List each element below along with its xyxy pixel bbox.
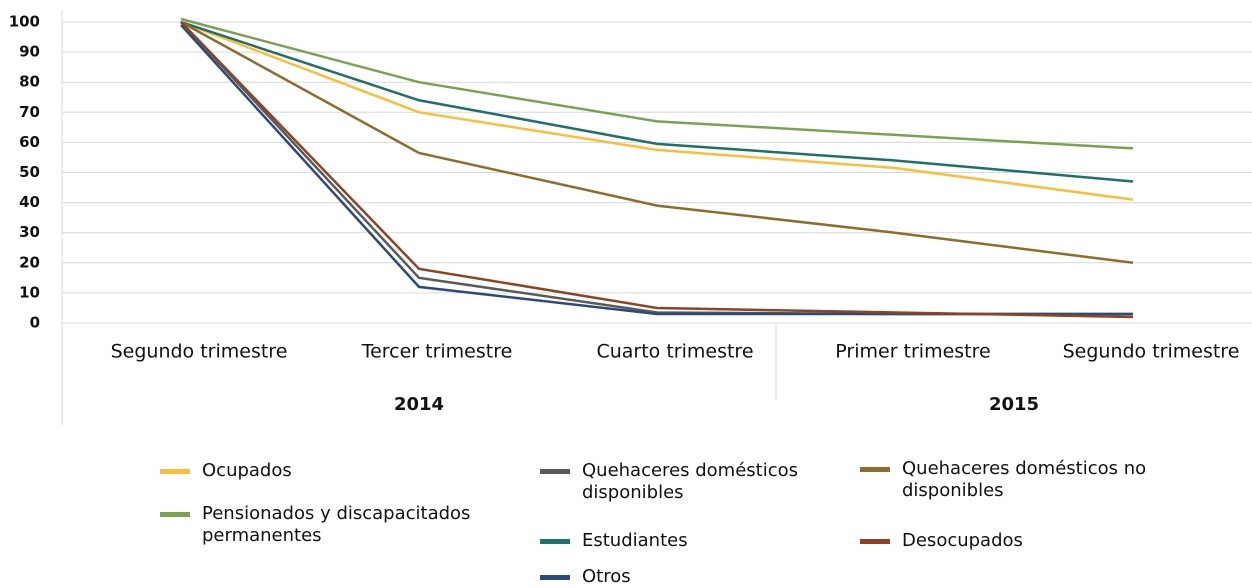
legend-swatch: [160, 512, 190, 517]
legend-label: Ocupados: [202, 460, 292, 481]
legend-item: Pensionados y discapacitados permanentes: [160, 503, 522, 547]
y-tick-label: 100: [9, 13, 40, 31]
series-line: [180, 20, 1134, 201]
legend-swatch: [540, 539, 570, 544]
legend-swatch: [540, 469, 570, 474]
legend-item: Estudiantes: [540, 530, 842, 552]
legend-item: Otros: [540, 566, 842, 588]
legend-swatch: [860, 539, 890, 544]
y-tick-label: 70: [19, 103, 40, 121]
legend-label: Estudiantes: [582, 530, 688, 551]
group-label: 2015: [989, 394, 1039, 415]
group-label: 2014: [394, 394, 444, 415]
legend-swatch: [540, 575, 570, 580]
legend-label: Otros: [582, 566, 631, 587]
y-tick-label: 60: [19, 133, 40, 151]
legend-label: Quehaceres domésticos disponibles: [582, 460, 799, 503]
y-tick-label: 0: [30, 314, 40, 332]
legend-item: Ocupados: [160, 460, 402, 482]
legend-label: Pensionados y discapacitados permanentes: [202, 503, 471, 546]
y-tick-label: 10: [19, 283, 40, 301]
y-tick-label: 50: [19, 163, 40, 181]
y-tick-label: 20: [19, 253, 40, 271]
x-tick-label: Cuarto trimestre: [596, 341, 753, 363]
series-line: [180, 21, 1134, 319]
legend-label: Quehaceres domésticos no disponibles: [902, 458, 1147, 501]
y-tick-label: 30: [19, 223, 40, 241]
legend-item: Quehaceres domésticos disponibles: [540, 460, 842, 504]
y-tick-label: 80: [19, 73, 40, 91]
x-tick-label: Primer trimestre: [835, 341, 990, 363]
legend-swatch: [860, 467, 890, 472]
x-tick-label: Segundo trimestre: [1063, 341, 1240, 363]
legend-swatch: [160, 469, 190, 474]
legend-item: Desocupados: [860, 530, 1162, 552]
series-line: [180, 20, 1134, 265]
legend-item: Quehaceres domésticos no disponibles: [860, 458, 1162, 502]
y-tick-label: 90: [19, 43, 40, 61]
x-tick-label: Tercer trimestre: [361, 341, 513, 363]
x-tick-label: Segundo trimestre: [111, 341, 288, 363]
legend-label: Desocupados: [902, 530, 1023, 551]
series-line: [180, 20, 1134, 183]
y-tick-label: 40: [19, 193, 40, 211]
series-line: [180, 17, 1134, 150]
